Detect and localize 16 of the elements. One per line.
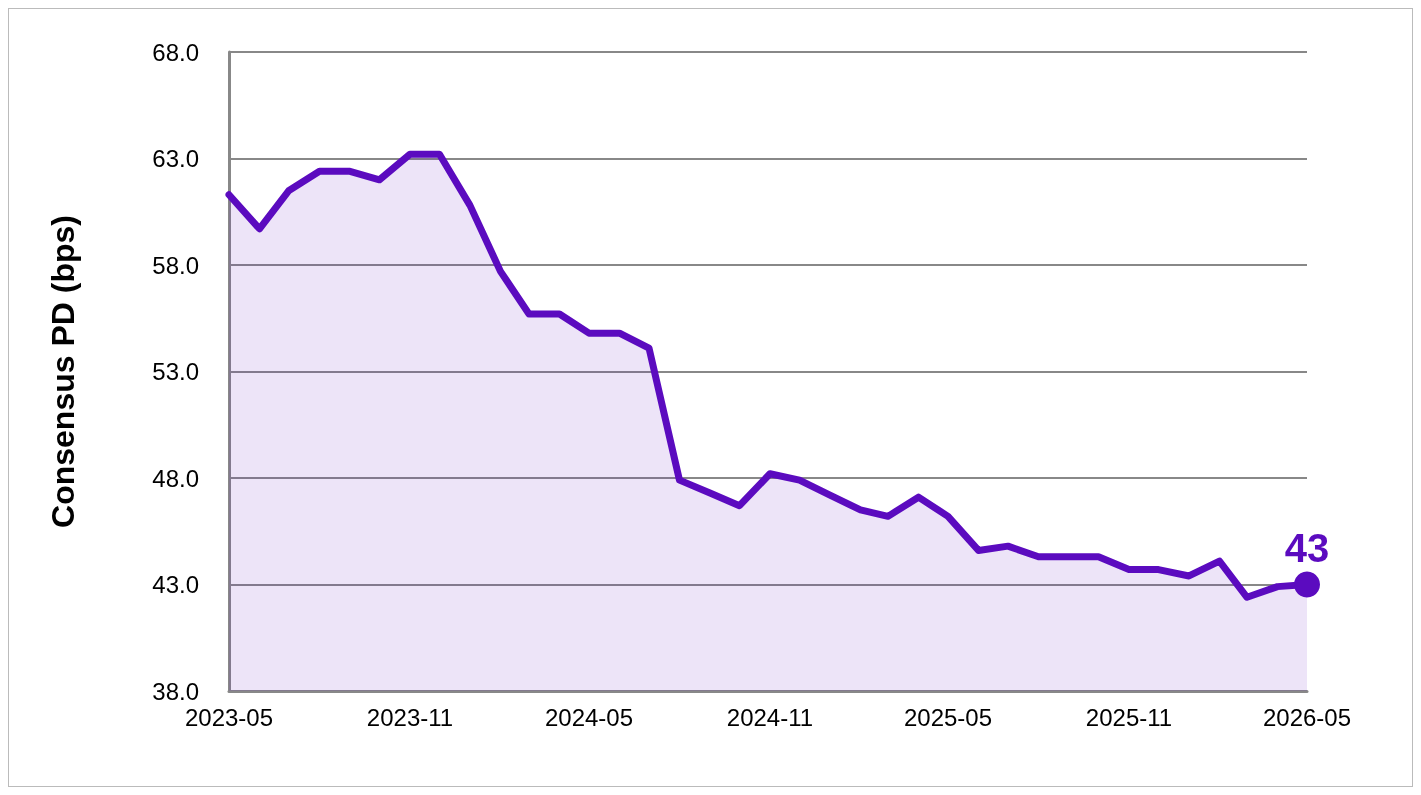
y-tick-label: 48.0 — [152, 464, 199, 492]
data-label: 43 — [1284, 525, 1330, 570]
y-tick-label: 38.0 — [152, 677, 199, 705]
y-axis-title: Consensus PD (bps) — [45, 215, 81, 528]
x-tick-label: 2024-05 — [544, 703, 634, 731]
x-tick-label: 2025-11 — [1085, 703, 1173, 731]
y-tick-label: 43.0 — [152, 571, 199, 598]
x-tick-label: 2023-11 — [366, 703, 454, 731]
x-tick-label: 2026-05 — [1262, 703, 1352, 731]
x-tick-label: 2024-11 — [726, 703, 814, 731]
x-tick-label: 2025-05 — [903, 703, 993, 731]
y-tick-label: 63.0 — [152, 145, 199, 172]
y-tick-label: 53.0 — [152, 358, 199, 385]
y-tick-label: 58.0 — [152, 251, 199, 279]
y-tick-label: 68.0 — [152, 38, 199, 66]
x-tick-label: 2023-05 — [184, 703, 274, 731]
